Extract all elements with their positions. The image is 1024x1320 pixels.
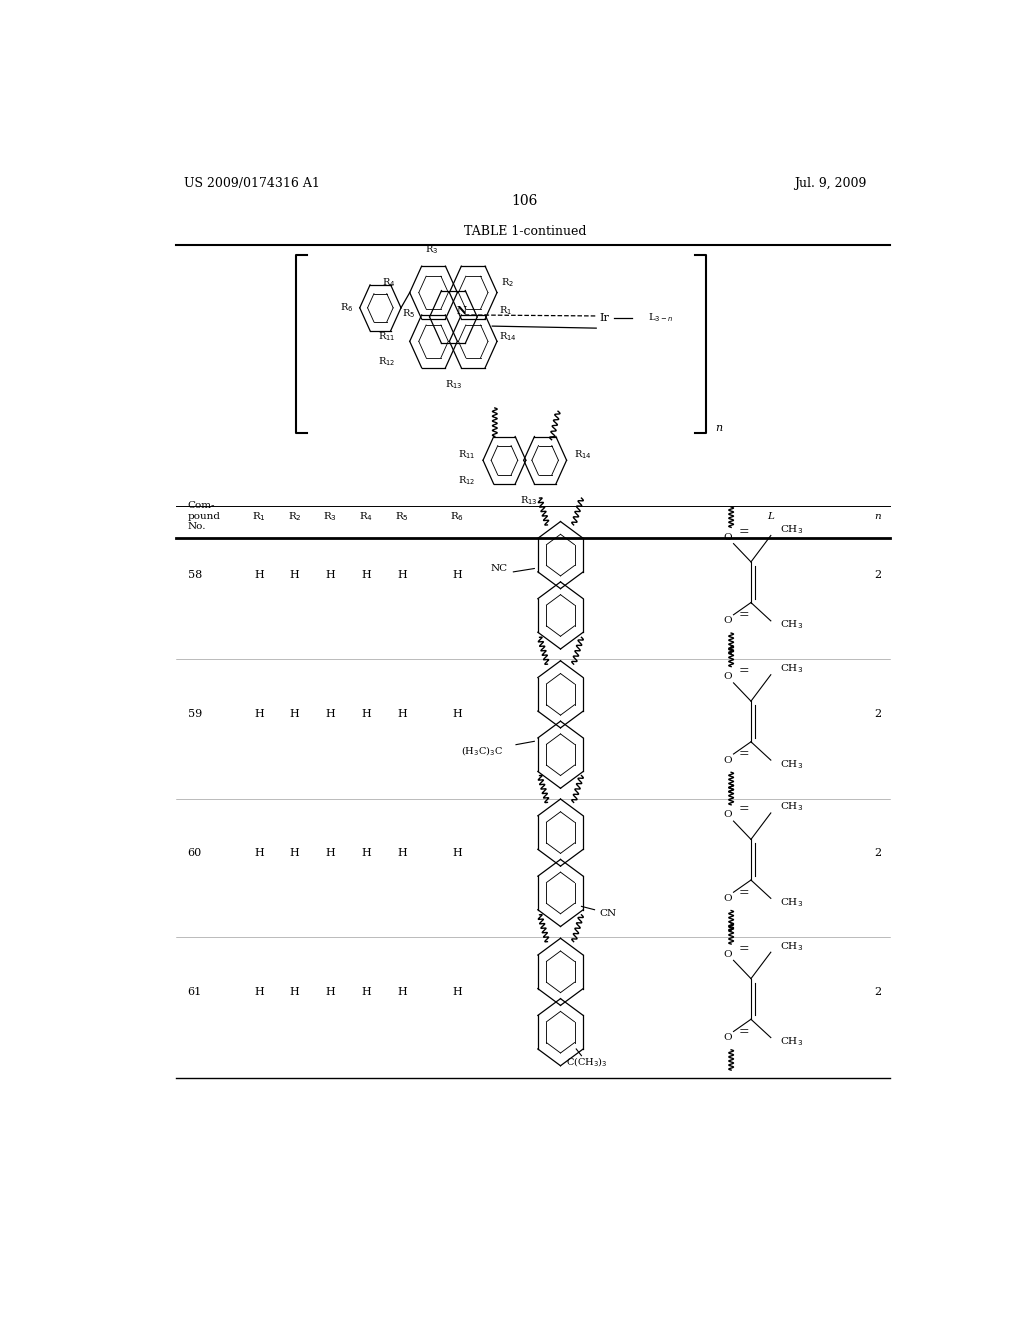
- Text: O: O: [724, 950, 732, 958]
- Text: CN: CN: [600, 908, 616, 917]
- Text: H: H: [361, 570, 371, 579]
- Text: 2: 2: [874, 709, 882, 719]
- Text: 59: 59: [187, 709, 202, 719]
- Text: R$_1$: R$_1$: [500, 305, 512, 317]
- Text: 2: 2: [874, 987, 882, 997]
- Text: H: H: [453, 570, 462, 579]
- Text: O: O: [724, 672, 732, 681]
- Text: O: O: [724, 533, 732, 543]
- Text: CH$_3$: CH$_3$: [780, 619, 804, 631]
- Text: H: H: [361, 847, 371, 858]
- Text: O: O: [724, 755, 732, 764]
- Text: H: H: [397, 709, 407, 719]
- Text: H: H: [254, 570, 264, 579]
- Text: R$_{12}$: R$_{12}$: [459, 474, 476, 487]
- Text: O: O: [724, 1034, 732, 1041]
- Text: CH$_3$: CH$_3$: [780, 940, 804, 953]
- Text: =: =: [738, 941, 750, 954]
- Text: 2: 2: [874, 847, 882, 858]
- Text: H: H: [290, 987, 300, 997]
- Text: N: N: [457, 305, 466, 317]
- Text: =: =: [738, 664, 750, 677]
- Text: R$_{11}$: R$_{11}$: [459, 447, 476, 461]
- Text: R$_{13}$: R$_{13}$: [444, 379, 462, 392]
- Text: H: H: [254, 847, 264, 858]
- Text: R$_4$: R$_4$: [359, 510, 373, 523]
- Text: CH$_3$: CH$_3$: [780, 758, 804, 771]
- Text: H: H: [254, 987, 264, 997]
- Text: H: H: [453, 847, 462, 858]
- Text: H: H: [290, 847, 300, 858]
- Text: R$_6$: R$_6$: [340, 301, 353, 314]
- Text: R$_{14}$: R$_{14}$: [500, 330, 517, 343]
- Text: H: H: [290, 570, 300, 579]
- Text: n: n: [715, 422, 722, 433]
- Text: R$_{13}$: R$_{13}$: [520, 495, 538, 507]
- Text: R$_3$: R$_3$: [425, 243, 438, 256]
- Text: C(CH$_3$)$_3$: C(CH$_3$)$_3$: [566, 1056, 607, 1069]
- Text: (H$_3$C)$_3$C: (H$_3$C)$_3$C: [461, 744, 503, 758]
- Text: R$_5$: R$_5$: [402, 308, 416, 321]
- Text: L: L: [767, 512, 774, 520]
- Text: NC: NC: [492, 564, 508, 573]
- Text: R$_{12}$: R$_{12}$: [378, 355, 395, 368]
- Text: H: H: [397, 987, 407, 997]
- Text: 61: 61: [187, 987, 202, 997]
- Text: R$_3$: R$_3$: [324, 510, 337, 523]
- Text: O: O: [724, 810, 732, 820]
- Text: =: =: [738, 1026, 750, 1038]
- Text: =: =: [738, 886, 750, 899]
- Text: H: H: [326, 570, 335, 579]
- Text: H: H: [453, 987, 462, 997]
- Text: Jul. 9, 2009: Jul. 9, 2009: [794, 177, 866, 190]
- Text: H: H: [397, 570, 407, 579]
- Text: R$_{11}$: R$_{11}$: [378, 330, 395, 343]
- Text: n: n: [874, 512, 882, 520]
- Text: H: H: [361, 709, 371, 719]
- Text: CH$_3$: CH$_3$: [780, 896, 804, 908]
- Text: CH$_3$: CH$_3$: [780, 800, 804, 813]
- Text: H: H: [326, 847, 335, 858]
- Text: H: H: [361, 987, 371, 997]
- Text: R$_2$: R$_2$: [501, 276, 514, 289]
- Text: =: =: [738, 525, 750, 539]
- Text: Ir: Ir: [599, 313, 609, 323]
- Text: 106: 106: [512, 194, 538, 209]
- Text: =: =: [738, 609, 750, 622]
- Text: =: =: [738, 803, 750, 816]
- Text: H: H: [290, 709, 300, 719]
- Text: 60: 60: [187, 847, 202, 858]
- Text: H: H: [254, 709, 264, 719]
- Text: L$_{3-n}$: L$_{3-n}$: [648, 312, 673, 325]
- Text: R$_5$: R$_5$: [395, 510, 409, 523]
- Text: H: H: [397, 847, 407, 858]
- Text: Com-
pound
No.: Com- pound No.: [187, 502, 220, 531]
- Text: H: H: [326, 987, 335, 997]
- Text: 2: 2: [874, 570, 882, 579]
- Text: O: O: [724, 894, 732, 903]
- Text: CH$_3$: CH$_3$: [780, 1035, 804, 1048]
- Text: 58: 58: [187, 570, 202, 579]
- Text: CH$_3$: CH$_3$: [780, 663, 804, 675]
- Text: TABLE 1-continued: TABLE 1-continued: [464, 226, 586, 238]
- Text: R$_4$: R$_4$: [382, 276, 395, 289]
- Text: R$_1$: R$_1$: [252, 510, 266, 523]
- Text: R$_6$: R$_6$: [451, 510, 464, 523]
- Text: US 2009/0174316 A1: US 2009/0174316 A1: [183, 177, 319, 190]
- Text: O: O: [724, 616, 732, 626]
- Text: H: H: [453, 709, 462, 719]
- Text: =: =: [738, 747, 750, 760]
- Text: CH$_3$: CH$_3$: [780, 523, 804, 536]
- Text: R$_2$: R$_2$: [288, 510, 301, 523]
- Text: H: H: [326, 709, 335, 719]
- Text: R$_{14}$: R$_{14}$: [573, 447, 592, 461]
